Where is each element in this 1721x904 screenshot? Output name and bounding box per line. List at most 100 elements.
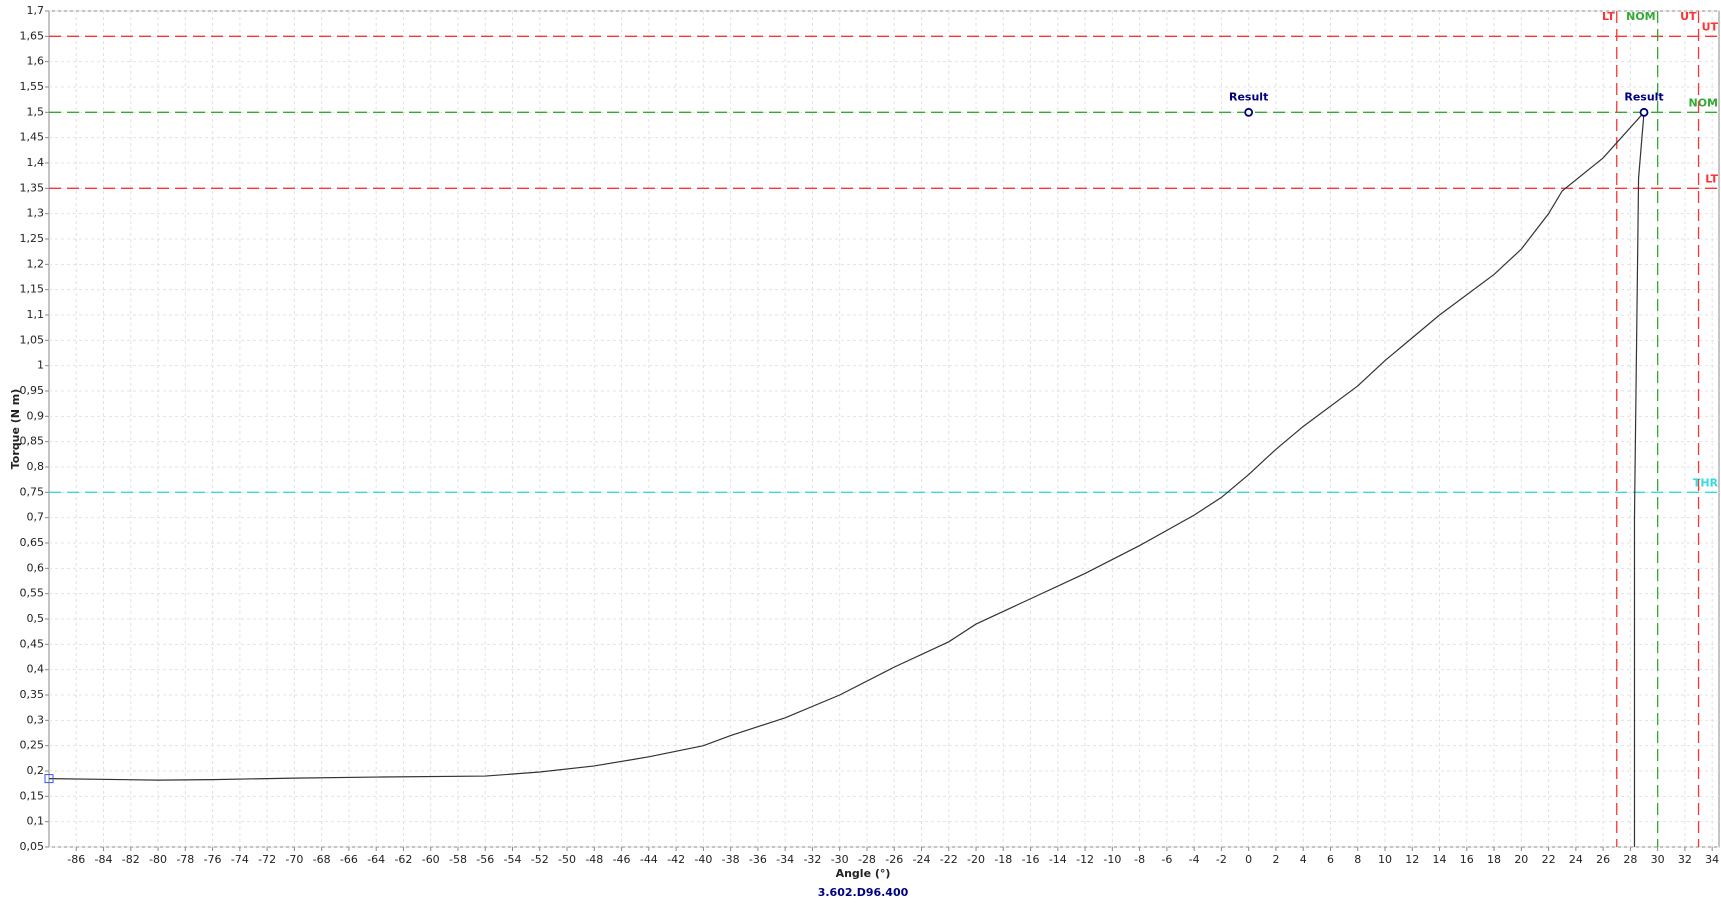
y-tick-label: 1 [37,359,44,372]
x-tick-label: -34 [776,853,794,866]
x-tick-label: -48 [585,853,603,866]
y-tick-label: 0,7 [27,511,45,524]
y-tick-label: 0,85 [20,435,45,448]
x-tick-label: 0 [1245,853,1252,866]
x-tick-label: 32 [1678,853,1692,866]
x-axis-label: Angle (°) [836,867,891,880]
y-tick-label: 0,2 [27,764,45,777]
x-tick-label: -76 [204,853,222,866]
x-tick-label: 2 [1272,853,1279,866]
x-tick-label: 6 [1327,853,1334,866]
y-tick-label: 1,6 [27,55,45,68]
y-tick-label: 0,35 [20,688,45,701]
y-tick-label: 0,45 [20,637,45,650]
x-tick-label: -14 [1049,853,1067,866]
x-tick-label: 22 [1542,853,1556,866]
y-tick-label: 1,2 [27,257,45,270]
x-tick-label: 10 [1378,853,1392,866]
x-tick-label: -38 [722,853,740,866]
start-marker [44,774,54,784]
y-tick-label: 0,55 [20,587,45,600]
x-tick-label: 34 [1705,853,1719,866]
x-tick-label: -18 [994,853,1012,866]
x-tick-label: 20 [1514,853,1528,866]
x-tick-label: -24 [913,853,931,866]
y-tick-label: 1,65 [20,29,45,42]
x-tick-label: -4 [1189,853,1200,866]
x-tick-label: -66 [340,853,358,866]
x-tick-label: 18 [1487,853,1501,866]
torque-curve [48,110,1645,847]
x-tick-label: -44 [640,853,658,866]
x-tick-label: 30 [1651,853,1665,866]
x-tick-label: -62 [394,853,412,866]
x-tick-label: 14 [1433,853,1447,866]
x-tick-label: -22 [940,853,958,866]
x-tick-label: -80 [149,853,167,866]
y-tick-label: 0,1 [27,815,45,828]
result-marker [1244,107,1254,117]
x-tick-label: -26 [885,853,903,866]
reference-label: NOM [1688,96,1718,109]
y-tick-label: 1,55 [20,80,45,93]
x-tick-label: -72 [258,853,276,866]
y-tick-label: 0,8 [27,460,45,473]
y-tick-label: 0,9 [27,409,45,422]
x-tick-label: -46 [613,853,631,866]
x-tick-label: 16 [1460,853,1474,866]
result-label: Result [1229,90,1268,103]
x-tick-label: -54 [504,853,522,866]
x-tick-label: -42 [667,853,685,866]
y-tick-label: 1,15 [20,283,45,296]
x-tick-label: 12 [1405,853,1419,866]
reference-label: UT [1702,20,1719,33]
x-tick-label: -58 [449,853,467,866]
plot-area [48,10,1720,848]
y-tick-label: 1,25 [20,232,45,245]
x-tick-label: -20 [967,853,985,866]
x-tick-label: -16 [1022,853,1040,866]
x-tick-label: 8 [1354,853,1361,866]
y-tick-label: 1,05 [20,333,45,346]
y-axis-label: Torque (N m) [9,389,22,470]
y-tick-label: 0,25 [20,739,45,752]
x-tick-label: -12 [1076,853,1094,866]
x-tick-label: -40 [694,853,712,866]
x-tick-label: -6 [1161,853,1172,866]
reference-label: LT [1705,172,1718,185]
x-tick-label: -36 [749,853,767,866]
y-tick-label: 1,1 [27,308,45,321]
x-tick-label: -30 [831,853,849,866]
x-tick-label: -68 [313,853,331,866]
result-label: Result [1624,90,1663,103]
y-tick-label: 1,45 [20,131,45,144]
y-tick-label: 0,05 [20,840,45,853]
x-tick-label: 26 [1596,853,1610,866]
y-tick-label: 0,65 [20,536,45,549]
x-tick-label: -74 [231,853,249,866]
y-tick-label: 1,7 [27,4,45,17]
reference-label: NOM [1626,10,1656,23]
y-tick-label: 1,4 [27,156,45,169]
reference-label: LT [1602,10,1615,23]
x-tick-label: -82 [122,853,140,866]
x-tick-label: -52 [531,853,549,866]
y-tick-label: 0,95 [20,384,45,397]
x-tick-label: 28 [1623,853,1637,866]
y-tick-label: 1,35 [20,181,45,194]
x-tick-label: -84 [95,853,113,866]
y-tick-label: 0,3 [27,713,45,726]
x-tick-label: -32 [803,853,821,866]
y-tick-label: 0,6 [27,561,45,574]
reference-label: THR [1693,476,1719,489]
x-tick-label: -64 [367,853,385,866]
x-tick-label: -86 [67,853,85,866]
x-tick-label: -56 [476,853,494,866]
x-tick-label: -60 [422,853,440,866]
y-tick-label: 1,3 [27,207,45,220]
x-tick-label: 4 [1300,853,1307,866]
x-tick-label: -2 [1216,853,1227,866]
x-tick-label: -50 [558,853,576,866]
reference-label: UT [1680,10,1697,23]
result-marker [1639,107,1649,117]
